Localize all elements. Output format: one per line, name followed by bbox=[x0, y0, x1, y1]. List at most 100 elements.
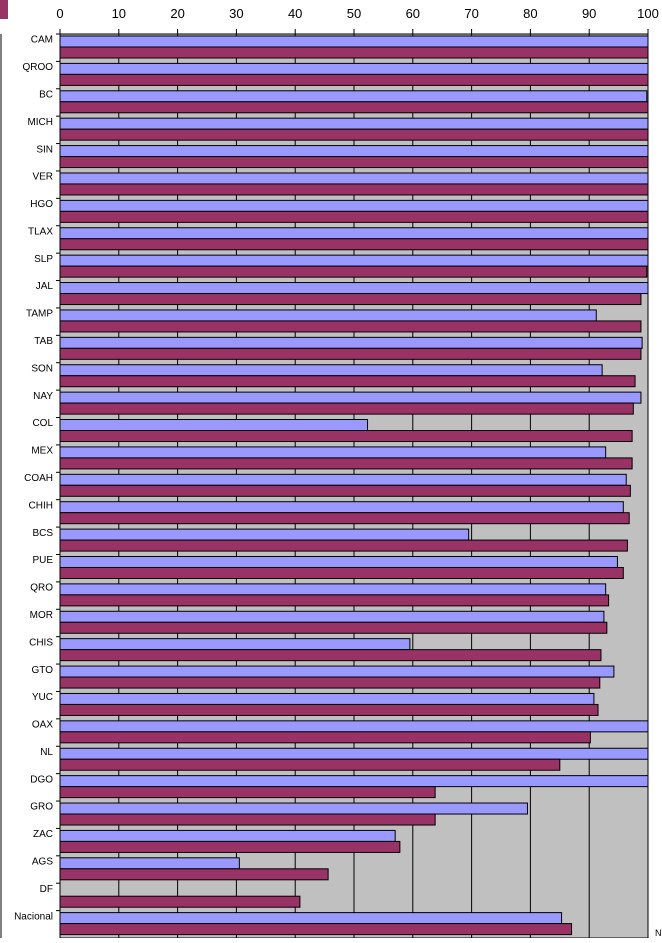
category-label: MICH bbox=[27, 117, 53, 128]
bar-series-2 bbox=[59, 265, 648, 278]
x-tick-label: 100 bbox=[637, 6, 659, 21]
bar-series-1 bbox=[59, 35, 649, 48]
x-tick-label: 50 bbox=[347, 6, 361, 21]
bar-series-2 bbox=[59, 868, 329, 881]
x-tick-label: 10 bbox=[112, 6, 126, 21]
bar-series-2 bbox=[59, 210, 649, 223]
category-label: COAH bbox=[24, 473, 53, 484]
x-tick-label: 90 bbox=[582, 6, 596, 21]
bar-series-1 bbox=[59, 364, 603, 377]
bar-series-1 bbox=[59, 528, 470, 541]
x-tick-label: 30 bbox=[229, 6, 243, 21]
bar-series-1 bbox=[59, 473, 627, 486]
category-label: SLP bbox=[34, 254, 53, 265]
x-tick-label: 40 bbox=[288, 6, 302, 21]
category-label: NAY bbox=[33, 391, 53, 402]
bar-series-2 bbox=[59, 621, 608, 634]
bar-series-2 bbox=[59, 402, 634, 415]
bar-series-2 bbox=[59, 347, 642, 360]
bar-series-1 bbox=[59, 638, 411, 651]
edge-label: N bbox=[655, 928, 662, 938]
category-label: MOR bbox=[30, 610, 53, 621]
bar-series-1 bbox=[59, 775, 649, 788]
bar-series-2 bbox=[59, 46, 649, 59]
category-label: CHIS bbox=[29, 637, 53, 648]
bar-series-2 bbox=[59, 676, 601, 689]
category-label: BC bbox=[39, 89, 53, 100]
bar-series-1 bbox=[59, 309, 597, 322]
x-tick-label: 60 bbox=[406, 6, 420, 21]
category-label: COL bbox=[32, 418, 53, 429]
bar-series-2 bbox=[59, 457, 633, 470]
bar-series-1 bbox=[59, 747, 649, 760]
bar-series-2 bbox=[59, 238, 649, 251]
category-label: DGO bbox=[30, 774, 53, 785]
bar-series-2 bbox=[59, 594, 610, 607]
x-axis-ticks: 0 10 20 30 40 50 60 70 80 90 100 bbox=[56, 6, 659, 34]
bar-series-1 bbox=[59, 857, 240, 870]
category-label: SON bbox=[31, 363, 53, 374]
bar-series-1 bbox=[59, 90, 648, 103]
bar-series-1 bbox=[59, 692, 595, 705]
category-label: TAMP bbox=[26, 309, 53, 320]
bar-series-1 bbox=[59, 62, 649, 75]
bar-series-1 bbox=[59, 912, 563, 925]
bar-series-2 bbox=[59, 758, 561, 771]
bar-series-2 bbox=[59, 293, 642, 306]
bar-series-2 bbox=[59, 895, 301, 908]
bar-series-2 bbox=[59, 703, 599, 716]
category-label: PUE bbox=[32, 555, 53, 566]
bar-series-1 bbox=[59, 117, 649, 130]
bar-series-1 bbox=[59, 555, 618, 568]
category-label: OAX bbox=[32, 720, 53, 731]
category-label: HGO bbox=[30, 199, 53, 210]
bar-series-1 bbox=[59, 446, 607, 459]
bar-series-1 bbox=[59, 501, 624, 514]
category-label: VER bbox=[32, 172, 53, 183]
bar-series-1 bbox=[59, 227, 649, 240]
category-label: YUC bbox=[32, 692, 53, 703]
bar-series-1 bbox=[59, 665, 615, 678]
category-label: CAM bbox=[31, 35, 53, 46]
bar-series-1 bbox=[59, 583, 607, 596]
category-label: ZAC bbox=[33, 829, 53, 840]
bar-series-1 bbox=[59, 829, 396, 842]
bar-series-1 bbox=[59, 336, 643, 349]
category-label: MEX bbox=[31, 446, 53, 457]
bar-series-1 bbox=[59, 199, 649, 212]
bar-series-2 bbox=[59, 430, 633, 443]
category-label: QRO bbox=[30, 583, 53, 594]
bar-series-2 bbox=[59, 649, 602, 662]
bar-series-2 bbox=[59, 128, 649, 141]
category-label: TAB bbox=[34, 336, 53, 347]
bar-series-2 bbox=[59, 786, 436, 799]
bar-series-1 bbox=[59, 282, 649, 295]
bar-series-2 bbox=[59, 512, 630, 525]
category-label: GTO bbox=[32, 665, 54, 676]
bar-series-2 bbox=[59, 156, 649, 169]
bar-series-2 bbox=[59, 566, 624, 579]
category-label: DF bbox=[40, 884, 53, 895]
bar-series-1 bbox=[59, 254, 649, 267]
category-label: CHIH bbox=[29, 500, 53, 511]
bar-series-2 bbox=[59, 484, 631, 497]
bars bbox=[59, 35, 649, 936]
bar-series-1 bbox=[59, 391, 642, 404]
bar-series-1 bbox=[59, 802, 528, 815]
bar-series-2 bbox=[59, 101, 649, 114]
category-label: AGS bbox=[32, 857, 53, 868]
bar-series-1 bbox=[59, 720, 649, 733]
category-label: JAL bbox=[36, 281, 54, 292]
bar-series-2 bbox=[59, 731, 591, 744]
category-label: Nacional bbox=[14, 911, 53, 922]
bar-series-1 bbox=[59, 419, 369, 432]
x-tick-label: 80 bbox=[523, 6, 537, 21]
y-axis-labels: CAM QROO BC MICH SIN VER HGO TLAX SLP JAL TAMP TAB S… bbox=[14, 33, 60, 922]
bar-series-2 bbox=[59, 73, 649, 86]
top-left-accent bbox=[0, 0, 8, 19]
x-tick-label: 0 bbox=[56, 6, 63, 21]
bar-series-2 bbox=[59, 539, 628, 552]
bar-series-1 bbox=[59, 610, 605, 623]
